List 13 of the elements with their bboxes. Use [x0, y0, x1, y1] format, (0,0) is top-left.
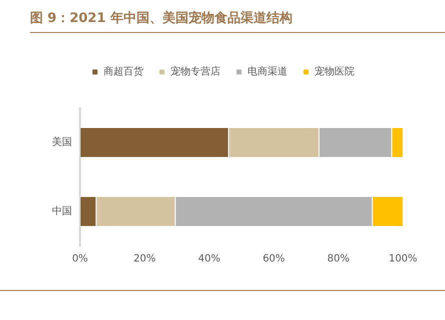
- legend-label: 商超百货: [104, 66, 144, 78]
- x-tick-label: 0%: [72, 254, 88, 264]
- legend-label: 宠物专营店: [170, 66, 220, 78]
- y-tick-label: 美国: [52, 136, 72, 148]
- x-tick-label: 60%: [262, 254, 285, 264]
- y-tick-label: 中国: [52, 205, 72, 217]
- x-tick-label: 100%: [388, 254, 418, 264]
- x-tick-label: 20%: [133, 254, 156, 264]
- x-tick-label: 40%: [198, 254, 220, 264]
- legend-label: 宠物医院: [314, 66, 354, 78]
- chart-title: 图 9：2021 年中国、美国宠物食品渠道结构: [30, 8, 445, 33]
- legend-label: 电商渠道: [248, 66, 288, 78]
- x-tick-label: 80%: [327, 254, 350, 264]
